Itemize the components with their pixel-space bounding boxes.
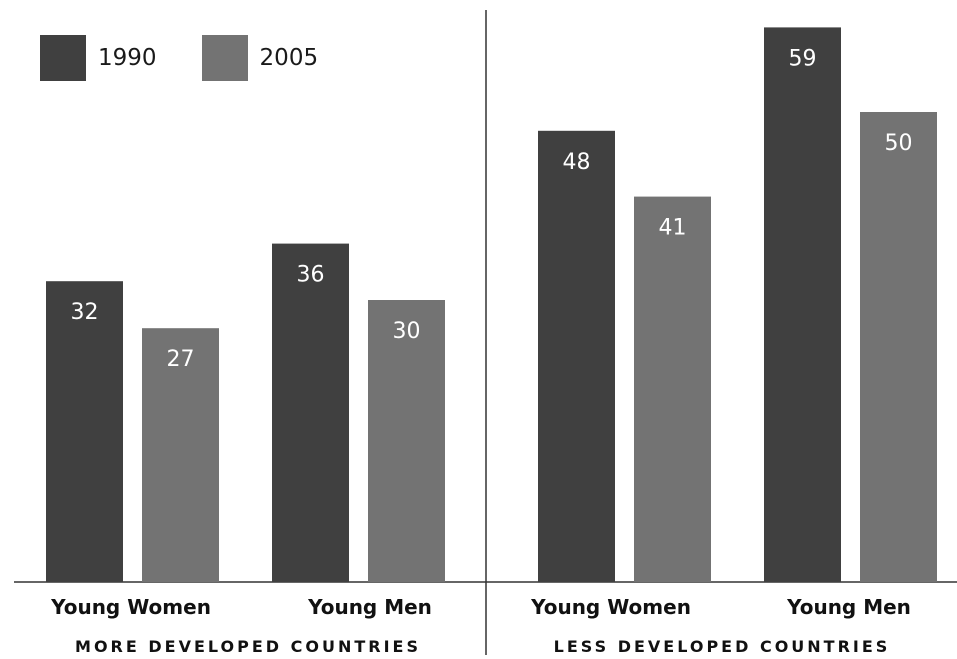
category-label: Young Men: [307, 595, 432, 619]
bar-1990: [46, 281, 123, 582]
group-label: LESS DEVELOPED COUNTRIES: [554, 637, 891, 656]
bar-value-label: 36: [297, 263, 325, 288]
legend-swatch-2005: [201, 35, 248, 81]
legend-label-2005: 2005: [259, 45, 319, 71]
bar-value-label: 48: [563, 150, 591, 175]
bar-2005: [142, 328, 219, 582]
bar-value-label: 32: [71, 300, 99, 325]
bar-1990: [764, 27, 841, 582]
bar-value-label: 27: [167, 347, 195, 372]
category-label: Young Women: [530, 595, 691, 619]
legend-item-2005: 2005: [201, 35, 319, 81]
bar-1990: [272, 243, 349, 582]
legend-label-1990: 1990: [98, 45, 157, 71]
bar-2005: [368, 300, 445, 582]
bar-value-label: 30: [393, 319, 421, 344]
bar-value-label: 50: [885, 131, 913, 156]
bar-1990: [538, 130, 615, 583]
legend: 1990 2005: [40, 35, 363, 81]
category-label: Young Women: [50, 595, 211, 619]
bar-value-label: 59: [789, 46, 817, 71]
bar-2005: [860, 112, 937, 582]
group-label: MORE DEVELOPED COUNTRIES: [75, 637, 421, 656]
bar-2005: [634, 196, 711, 582]
bar-value-label: 41: [659, 216, 687, 241]
category-label: Young Men: [786, 595, 911, 619]
legend-swatch-1990: [40, 35, 86, 81]
legend-item-1990: 1990: [40, 35, 157, 81]
